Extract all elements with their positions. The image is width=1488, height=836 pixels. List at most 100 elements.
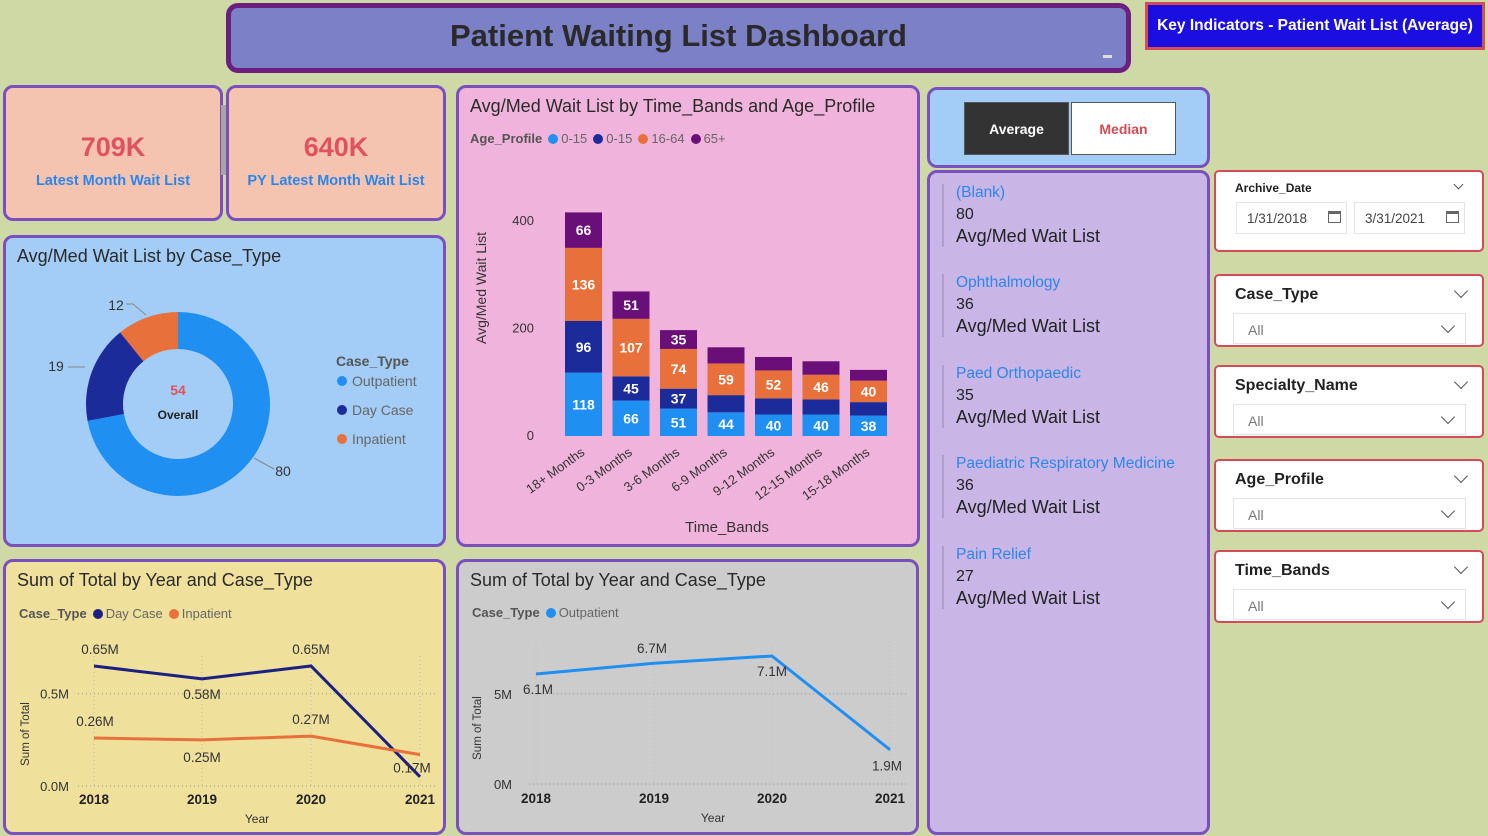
specialty-measure: Avg/Med Wait List [956,316,1101,336]
bar-data-label: 52 [766,376,782,392]
bar-data-label: 66 [623,410,639,426]
center-label: Overall [158,408,199,422]
specialty-name[interactable]: (Blank) [956,184,1006,201]
bar-segment[interactable] [565,212,602,248]
bar-segment[interactable] [755,414,792,437]
chevron-down-icon[interactable] [1453,559,1469,575]
bar-segment[interactable] [612,318,650,377]
legend-item[interactable]: 0-15 [593,131,632,146]
bar-segment[interactable] [850,380,887,403]
legend-item[interactable]: 0-15 [548,131,587,146]
bar-segment[interactable] [660,388,697,409]
legend-title: Case_Type [472,605,540,620]
legend-item[interactable]: 65+ [690,131,726,146]
calendar-icon[interactable] [1328,211,1341,223]
line-chart-1: 0.0M 0.5M 2018 2019 2020 2021 Year Sum of Total… [20,642,436,826]
series-line[interactable] [93,734,421,757]
time-bands-dropdown[interactable]: All [1233,589,1466,620]
bar-segment[interactable] [660,330,697,349]
bar-segment[interactable] [660,408,697,436]
start-date-input[interactable]: 1/31/2018 [1236,202,1347,234]
bar-segment[interactable] [612,291,650,319]
legend-item[interactable]: Day Case [352,402,414,418]
age-profile-slicer: Age_Profile All [1214,459,1484,532]
specialty-name[interactable]: Pain Relief [956,546,1031,563]
specialty-measure: Avg/Med Wait List [956,226,1101,246]
x-tick-label: 2020 [757,791,787,806]
series-line[interactable] [535,654,891,751]
bar-segment[interactable] [565,247,602,321]
bar-segment[interactable] [755,398,792,415]
end-date-input[interactable]: 3/31/2021 [1354,202,1465,234]
bar-segment[interactable] [707,412,745,436]
point-data-label: 6.1M [523,682,553,697]
donut-slice[interactable] [86,332,144,421]
bar-data-label: 118 [572,396,595,412]
chevron-down-icon[interactable] [1453,179,1464,190]
donut-slice[interactable] [87,312,270,497]
specialty-name[interactable]: Paediatric Respiratory Medicine [956,455,1175,472]
bar-segment[interactable] [802,361,840,375]
chevron-down-icon[interactable] [1440,409,1456,425]
chevron-down-icon[interactable] [1453,468,1469,484]
bar-segment[interactable] [707,347,745,364]
chevron-down-icon[interactable] [1440,594,1456,610]
bar-segment[interactable] [660,348,697,389]
bar-segment[interactable] [802,399,840,415]
chevron-down-icon[interactable] [1453,374,1469,390]
bar-segment[interactable] [755,370,792,399]
bar-segment[interactable] [612,400,650,436]
legend-item[interactable]: 16-64 [638,131,685,146]
bar-data-label: 51 [623,297,639,313]
bar-segment[interactable] [565,320,602,373]
kpi-value: 640K [303,132,369,162]
chevron-down-icon[interactable] [1440,318,1456,334]
bar-data-label: 40 [861,383,877,399]
legend-item[interactable]: Inpatient [352,431,406,447]
specialty-card: Pain Relief 27 Avg/Med Wait List [942,546,1207,609]
legend-dot-icon [92,609,103,619]
legend-dot-icon [337,376,347,386]
calendar-icon[interactable] [1446,211,1459,223]
legend-item[interactable]: Day Case [92,606,163,621]
bar-segment[interactable] [802,414,840,437]
bar-segment[interactable] [707,395,745,413]
bar-segment[interactable] [850,369,887,381]
chart-title: Sum of Total by Year and Case_Type [17,570,313,590]
chart-legend: Age_Profile 0-15 0-15 16-64 65+ [470,131,732,146]
specialty-name[interactable]: Paed Orthopaedic [956,365,1081,382]
bar-segment[interactable] [755,356,792,371]
series-line[interactable] [93,664,422,778]
bar-segment[interactable] [707,363,745,396]
legend-item[interactable]: Outpatient [545,605,619,620]
stacked-bar-panel: Avg/Med Wait List by Time_Bands and Age_… [456,85,920,547]
specialty-dropdown[interactable]: All [1233,404,1466,435]
chevron-down-icon[interactable] [1453,283,1469,299]
median-button[interactable]: Median [1071,102,1176,155]
average-button[interactable]: Average [964,102,1069,155]
bar-segment[interactable] [850,415,887,436]
kpi-divider [221,105,228,175]
key-indicators-button[interactable]: Key Indicators - Patient Wait List (Aver… [1145,2,1485,50]
slice-label: 80 [275,463,291,479]
bar-segment[interactable] [565,372,602,436]
time-bands-slicer: Time_Bands All [1214,550,1484,623]
specialty-value: 27 [956,568,974,585]
minimize-icon[interactable] [1103,55,1112,58]
legend-item[interactable]: Inpatient [168,606,232,621]
legend-item[interactable]: Outpatient [352,373,417,389]
bar-data-label: 59 [718,371,734,387]
legend-dot-icon [545,608,556,618]
donut-slice[interactable] [120,312,178,362]
bar-segment[interactable] [802,374,840,400]
bar-segment[interactable] [850,402,887,416]
case-type-dropdown[interactable]: All [1233,313,1466,344]
bar-data-label: 107 [619,340,643,356]
slice-label: 19 [48,358,64,374]
specialty-name[interactable]: Ophthalmology [956,274,1061,291]
age-profile-dropdown[interactable]: All [1233,498,1466,529]
x-axis-label: Year [701,811,725,825]
chevron-down-icon[interactable] [1440,503,1456,519]
slicer-title: Case_Type [1235,286,1319,303]
bar-segment[interactable] [612,376,650,401]
